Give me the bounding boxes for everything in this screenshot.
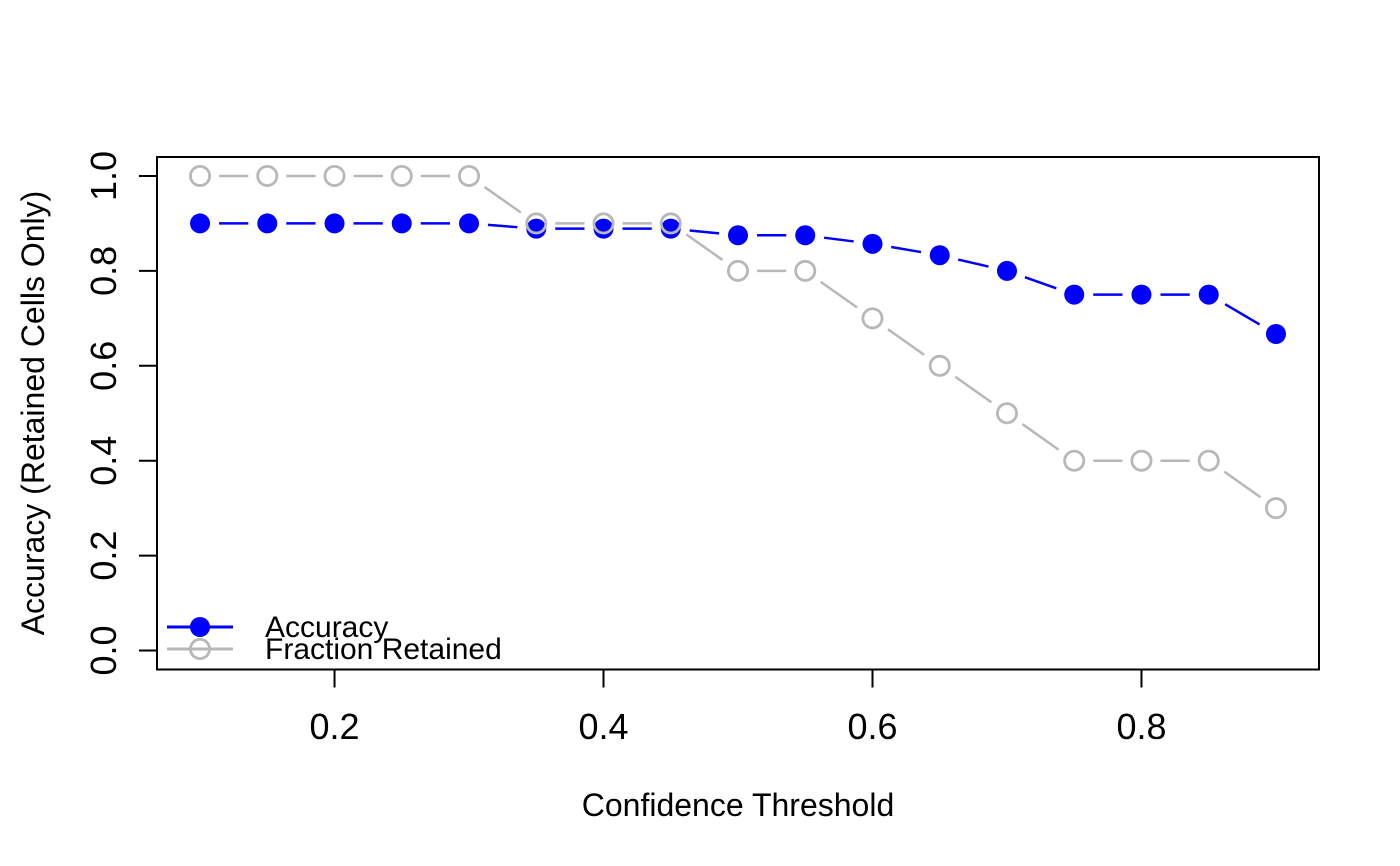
data-point-fraction-retained (861, 307, 884, 330)
data-point-fraction-retained (1130, 449, 1153, 472)
series-segment (820, 280, 858, 309)
data-point-accuracy (257, 213, 278, 234)
data-point-accuracy (1265, 324, 1286, 345)
x-axis: 0.2 0.4 0.6 0.8 (310, 669, 1166, 747)
data-point-fraction-retained (390, 164, 413, 187)
data-point-accuracy (795, 225, 816, 246)
data-point-accuracy (660, 218, 681, 239)
legend-label: Fraction Retained (265, 633, 502, 666)
y-tick-label: 0.8 (83, 246, 124, 296)
data-point-fraction-retained (727, 259, 750, 282)
data-point-accuracy (996, 260, 1017, 281)
data-point-accuracy (1131, 284, 1152, 305)
data-point-fraction-retained (928, 354, 951, 377)
series-segment (891, 245, 922, 254)
data-point-fraction-retained (458, 164, 481, 187)
data-point-fraction-retained (323, 164, 346, 187)
data-point-accuracy (1198, 284, 1219, 305)
series-segment (689, 229, 720, 235)
series-segment (1021, 423, 1060, 451)
series-segment (1224, 303, 1261, 326)
data-point-accuracy (459, 213, 480, 234)
data-point-fraction-retained (592, 212, 615, 235)
data-point-accuracy (728, 225, 748, 246)
data-point-fraction-retained (256, 164, 279, 187)
data-point-fraction-retained (525, 212, 548, 235)
series-segment (954, 375, 993, 404)
data-point-fraction-retained (794, 259, 817, 282)
data-point-accuracy (324, 213, 345, 234)
series-segment (1223, 470, 1262, 499)
data-point-accuracy (391, 213, 412, 234)
data-point-accuracy (1064, 284, 1085, 305)
series-segment (823, 236, 854, 243)
data-point-accuracy (190, 213, 211, 234)
y-tick-label: 0.4 (83, 436, 124, 486)
series-layer (189, 164, 1287, 520)
x-tick-label: 0.8 (1116, 706, 1166, 747)
x-tick-label: 0.6 (847, 706, 897, 747)
series-accuracy (190, 213, 1286, 345)
legend-entry: Accuracy (167, 611, 388, 644)
data-point-accuracy (862, 233, 883, 254)
y-axis-title: Accuracy (Retained Cells Only) (15, 191, 51, 636)
data-point-accuracy (593, 218, 614, 239)
series-segment (887, 328, 925, 356)
legend-entry: Fraction Retained (167, 633, 502, 666)
data-point-fraction-retained (188, 638, 211, 661)
series-segment (685, 233, 724, 261)
y-tick-label: 1.0 (83, 151, 124, 201)
y-tick-label: 0.0 (83, 625, 124, 675)
data-point-fraction-retained (189, 164, 212, 187)
y-tick-label: 0.6 (83, 341, 124, 391)
series-segment (957, 258, 989, 268)
data-point-accuracy (526, 218, 547, 239)
series-segment (487, 223, 518, 229)
series-fraction-retained (189, 164, 1287, 520)
y-tick-label: 0.2 (83, 531, 124, 581)
data-point-fraction-retained (659, 212, 682, 235)
x-tick-label: 0.4 (578, 706, 628, 747)
data-point-fraction-retained (1264, 497, 1287, 520)
data-point-accuracy (929, 245, 950, 266)
plot-box (156, 156, 1320, 671)
data-point-fraction-retained (995, 402, 1018, 425)
legend-label: Accuracy (265, 611, 388, 644)
data-point-accuracy (190, 617, 210, 637)
x-tick-label: 0.2 (310, 706, 360, 747)
data-point-fraction-retained (1063, 449, 1086, 472)
series-segment (1024, 276, 1057, 290)
data-point-fraction-retained (1197, 449, 1220, 472)
x-axis-title: Confidence Threshold (582, 787, 895, 823)
y-axis: 0.0 0.2 0.4 0.6 0.8 1.0 (83, 151, 157, 676)
series-segment (483, 185, 522, 214)
